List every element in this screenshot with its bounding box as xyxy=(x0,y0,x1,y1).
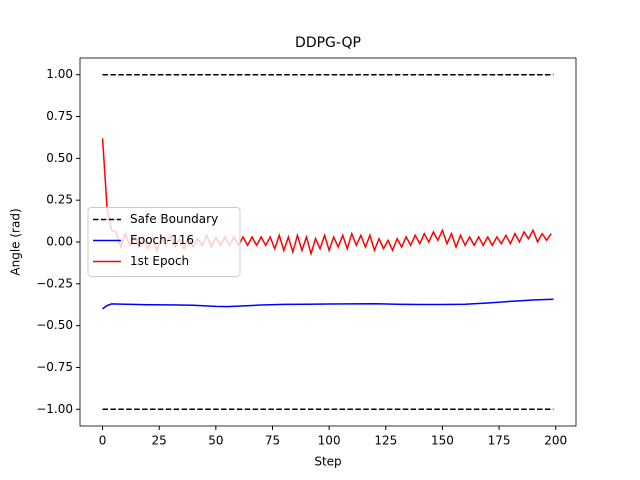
x-tick-label: 175 xyxy=(488,434,511,448)
x-axis-label: Step xyxy=(314,455,341,469)
legend-label: Safe Boundary xyxy=(130,212,218,226)
y-tick-label: 0.25 xyxy=(46,193,73,207)
legend-label: 1st Epoch xyxy=(130,254,189,268)
chart-title: DDPG-QP xyxy=(295,35,361,51)
y-tick-label: 0.75 xyxy=(46,109,73,123)
y-tick-label: −0.50 xyxy=(36,318,73,332)
x-tick-label: 75 xyxy=(265,434,280,448)
y-tick-label: 0.00 xyxy=(46,235,73,249)
x-tick-label: 125 xyxy=(374,434,397,448)
x-tick-label: 200 xyxy=(544,434,567,448)
plot-frame xyxy=(79,57,577,427)
y-axis-label: Angle (rad) xyxy=(9,208,23,275)
x-tick-label: 150 xyxy=(431,434,454,448)
y-tick-label: 0.50 xyxy=(46,151,73,165)
x-tick-label: 25 xyxy=(152,434,167,448)
x-tick-label: 50 xyxy=(208,434,223,448)
legend: Safe Boundary Epoch-116 1st Epoch xyxy=(87,207,241,277)
legend-box xyxy=(87,207,241,277)
series-line xyxy=(102,298,554,310)
x-tick-label: 0 xyxy=(99,434,107,448)
y-tick-label: −0.75 xyxy=(36,360,73,374)
y-tick-label: 1.00 xyxy=(46,67,73,81)
y-tick-label: −0.25 xyxy=(36,276,73,290)
legend-label: Epoch-116 xyxy=(130,233,194,247)
y-tick-label: −1.00 xyxy=(36,402,73,416)
series-line xyxy=(102,73,554,411)
x-tick-label: 100 xyxy=(318,434,341,448)
